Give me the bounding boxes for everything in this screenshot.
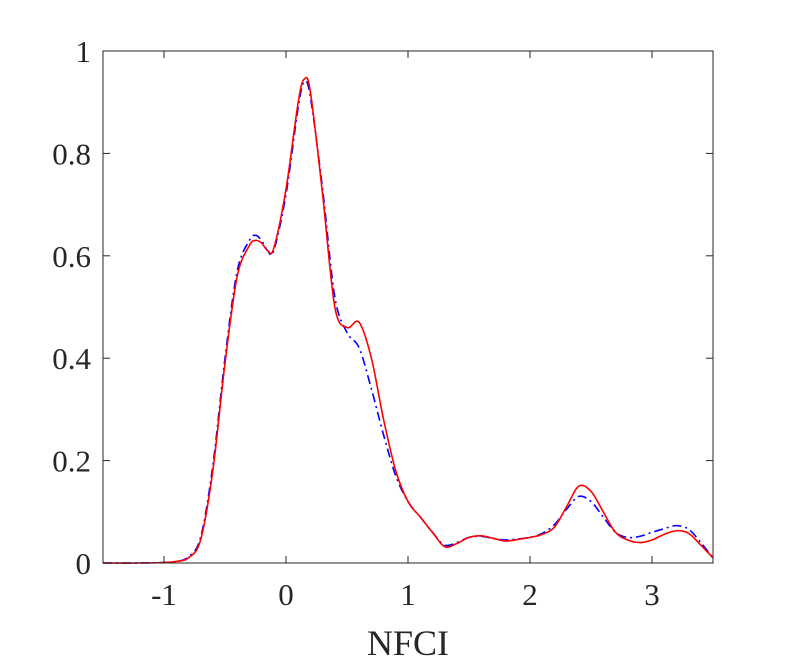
tick-labels: -1 0 1 2 3 0 0.2 0.4 0.6 0.8 1: [52, 34, 660, 612]
x-axis-label: NFCI: [367, 623, 449, 663]
y-tick-label: 0.8: [52, 136, 91, 171]
y-tick-label: 0: [76, 546, 92, 581]
x-tick-label: 3: [644, 577, 660, 612]
x-tick-label: 0: [278, 577, 294, 612]
series-line-2: [102, 76, 714, 564]
y-tick-label: 0.4: [52, 341, 91, 376]
series-layer: [102, 76, 714, 564]
x-tick-label: -1: [151, 577, 177, 612]
x-tick-label: 1: [400, 577, 416, 612]
y-tick-label: 0.2: [52, 444, 91, 479]
axes-box: [102, 50, 714, 564]
y-tick-label: 0.6: [52, 239, 91, 274]
x-tick-label: 2: [522, 577, 538, 612]
y-tick-label: 1: [76, 34, 92, 69]
series-line-1: [102, 80, 714, 564]
